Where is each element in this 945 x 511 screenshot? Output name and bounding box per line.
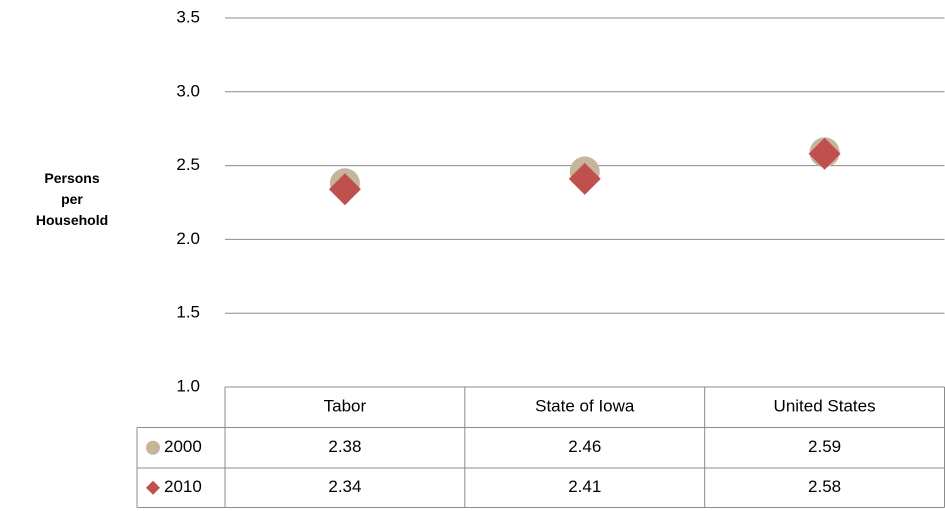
table-value: 2.59 xyxy=(808,437,841,456)
x-tick-label: State of Iowa xyxy=(535,397,635,416)
legend-label: 2010 xyxy=(164,477,202,496)
legend-label: 2000 xyxy=(164,437,202,456)
data-point xyxy=(808,137,841,170)
x-tick-label: United States xyxy=(774,397,876,416)
table-value: 2.46 xyxy=(568,437,601,456)
table-value: 2.58 xyxy=(808,477,841,496)
x-tick-label: Tabor xyxy=(324,397,367,416)
y-tick-label: 3.5 xyxy=(176,7,200,26)
legend-key xyxy=(146,480,160,495)
table-value: 2.34 xyxy=(328,477,361,496)
y-axis-label: Persons per Household xyxy=(35,170,109,228)
y-tick-label: 2.5 xyxy=(176,155,200,174)
data-point xyxy=(568,162,601,195)
table-value: 2.38 xyxy=(328,437,361,456)
y-tick-label: 3.0 xyxy=(176,81,200,100)
table-value: 2.41 xyxy=(568,477,601,496)
y-tick-label: 1.5 xyxy=(176,303,200,322)
legend-key xyxy=(146,440,160,455)
y-tick-label: 1.0 xyxy=(176,376,200,395)
y-tick-label: 2.0 xyxy=(176,229,200,248)
data-point xyxy=(328,173,361,206)
